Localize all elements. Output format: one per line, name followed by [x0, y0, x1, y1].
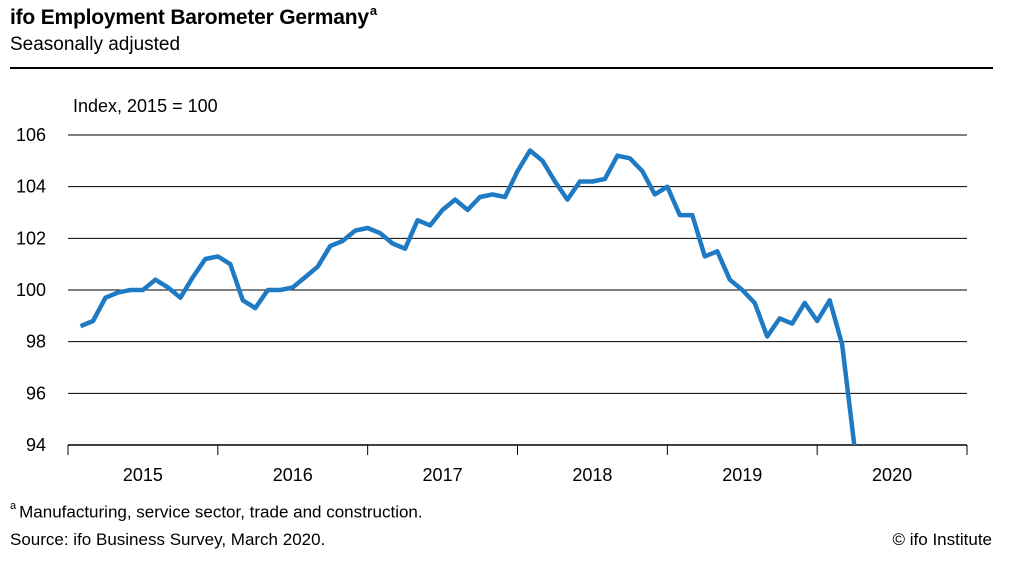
chart-subtitle: Seasonally adjusted	[10, 34, 181, 55]
x-tick-label: 2017	[423, 465, 463, 485]
y-tick-label: 100	[16, 280, 46, 300]
x-tick-label: 2018	[572, 465, 612, 485]
y-axis-label: Index, 2015 = 100	[73, 96, 218, 116]
footnote: a Manufacturing, service sector, trade an…	[10, 500, 423, 523]
y-tick-label: 98	[26, 332, 46, 352]
y-tick-label: 104	[16, 177, 46, 197]
chart-title: ifo Employment Barometer Germanya	[10, 3, 377, 29]
x-tick-label: 2016	[273, 465, 313, 485]
y-tick-label: 102	[16, 228, 46, 248]
y-tick-label: 106	[16, 125, 46, 145]
footnote-text: Manufacturing, service sector, trade and…	[19, 502, 423, 522]
source-note: Source: ifo Business Survey, March 2020.	[10, 530, 326, 549]
title-footnote-marker: a	[369, 3, 377, 18]
series-line	[79, 148, 857, 445]
x-tick-label: 2015	[123, 465, 163, 485]
footnote-marker: a	[10, 500, 17, 512]
y-tick-label: 94	[26, 435, 46, 455]
copyright-credit: © ifo Institute	[892, 530, 992, 549]
header-divider	[10, 67, 993, 69]
y-tick-label: 96	[26, 383, 46, 403]
x-tick-label: 2019	[722, 465, 762, 485]
x-tick-label: 2020	[872, 465, 912, 485]
